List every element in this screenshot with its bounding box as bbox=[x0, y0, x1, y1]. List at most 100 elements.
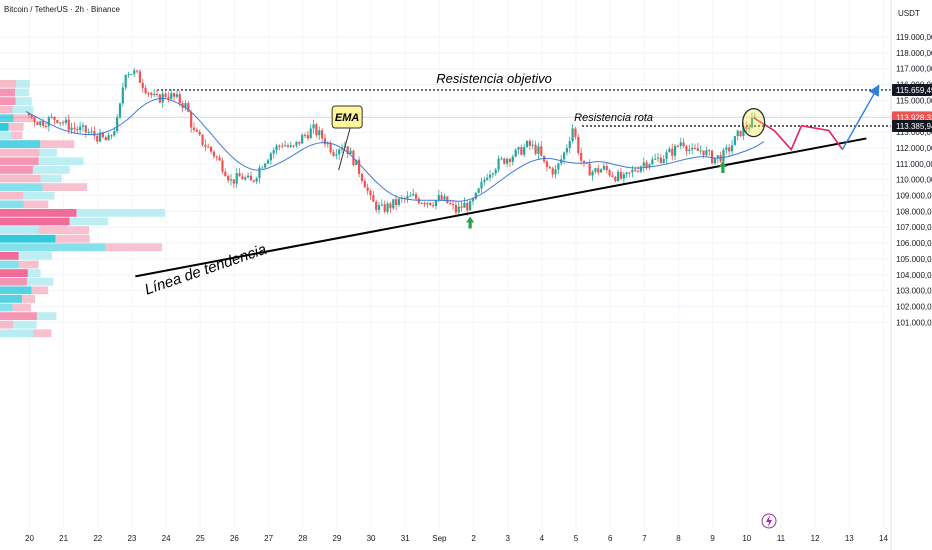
candle-body[interactable] bbox=[471, 198, 475, 202]
candle-body[interactable] bbox=[588, 163, 591, 176]
candle-body[interactable] bbox=[474, 192, 477, 199]
candle-body[interactable] bbox=[298, 141, 301, 144]
candle-body[interactable] bbox=[93, 131, 96, 136]
candle-body[interactable] bbox=[224, 171, 227, 177]
candle-body[interactable] bbox=[380, 204, 383, 206]
candle-body[interactable] bbox=[605, 165, 608, 171]
candle-body[interactable] bbox=[187, 103, 190, 112]
candle-body[interactable] bbox=[323, 138, 327, 145]
candle-body[interactable] bbox=[198, 131, 201, 135]
candle-body[interactable] bbox=[264, 163, 267, 168]
candle-body[interactable] bbox=[491, 173, 494, 175]
candle-body[interactable] bbox=[417, 198, 420, 204]
candle-body[interactable] bbox=[568, 141, 571, 149]
candle-body[interactable] bbox=[70, 127, 73, 131]
candle-body[interactable] bbox=[218, 157, 221, 161]
candle-body[interactable] bbox=[61, 122, 65, 124]
candle-body[interactable] bbox=[53, 116, 56, 121]
candle-body[interactable] bbox=[414, 194, 418, 199]
candle-body[interactable] bbox=[742, 126, 745, 137]
candle-body[interactable] bbox=[227, 176, 230, 181]
candle-body[interactable] bbox=[662, 159, 665, 163]
candle-body[interactable] bbox=[420, 202, 423, 204]
candle-body[interactable] bbox=[386, 203, 389, 212]
candle-body[interactable] bbox=[79, 126, 82, 131]
candle-body[interactable] bbox=[27, 113, 30, 116]
candle-body[interactable] bbox=[269, 153, 272, 161]
trend-line[interactable] bbox=[135, 137, 867, 278]
candle-body[interactable] bbox=[562, 152, 566, 160]
candle-body[interactable] bbox=[395, 199, 398, 205]
candle-body[interactable] bbox=[130, 74, 133, 76]
candle-body[interactable] bbox=[631, 169, 634, 173]
candle-body[interactable] bbox=[654, 158, 657, 160]
candle-body[interactable] bbox=[597, 168, 600, 173]
candle-body[interactable] bbox=[116, 117, 119, 132]
candle-body[interactable] bbox=[144, 87, 147, 93]
candle-body[interactable] bbox=[175, 94, 179, 97]
candle-body[interactable] bbox=[303, 135, 307, 137]
candle-body[interactable] bbox=[178, 94, 181, 104]
candle-body[interactable] bbox=[81, 125, 85, 127]
candle-body[interactable] bbox=[457, 206, 460, 213]
candle-body[interactable] bbox=[739, 130, 742, 137]
candle-body[interactable] bbox=[375, 201, 378, 210]
candle-body[interactable] bbox=[369, 190, 372, 196]
candle-body[interactable] bbox=[691, 147, 694, 150]
candle-body[interactable] bbox=[329, 143, 332, 153]
candle-body[interactable] bbox=[192, 127, 196, 130]
candle-body[interactable] bbox=[249, 175, 253, 181]
candle-body[interactable] bbox=[59, 122, 62, 124]
candle-body[interactable] bbox=[360, 173, 364, 181]
candle-body[interactable] bbox=[195, 129, 198, 132]
candle-body[interactable] bbox=[238, 173, 241, 177]
candle-body[interactable] bbox=[96, 135, 99, 142]
candle-body[interactable] bbox=[184, 103, 187, 108]
candle-body[interactable] bbox=[363, 180, 366, 188]
candle-body[interactable] bbox=[110, 135, 113, 137]
candle-body[interactable] bbox=[104, 137, 107, 141]
candle-body[interactable] bbox=[153, 93, 156, 95]
candle-body[interactable] bbox=[84, 125, 87, 133]
time-scale[interactable]: 20 21 22 23 24 25 26 27 28 29 30 31 Sep 2 3 4 5 6 7 8 9 10 11 1… bbox=[25, 534, 888, 543]
candle-body[interactable] bbox=[494, 169, 497, 174]
candle-body[interactable] bbox=[372, 195, 375, 202]
candle-body[interactable] bbox=[121, 87, 124, 104]
candle-body[interactable] bbox=[167, 96, 170, 99]
candle-body[interactable] bbox=[275, 145, 278, 151]
candle-body[interactable] bbox=[508, 158, 512, 162]
candle-body[interactable] bbox=[190, 111, 193, 128]
candle-body[interactable] bbox=[124, 75, 127, 88]
candle-body[interactable] bbox=[39, 121, 42, 126]
candle-body[interactable] bbox=[540, 146, 543, 156]
candle-body[interactable] bbox=[548, 166, 551, 169]
candle-body[interactable] bbox=[733, 136, 736, 146]
candle-body[interactable] bbox=[235, 173, 238, 184]
candle-body[interactable] bbox=[693, 147, 697, 149]
candle-body[interactable] bbox=[537, 146, 540, 154]
candle-body[interactable] bbox=[520, 147, 523, 155]
candle-body[interactable] bbox=[266, 160, 270, 164]
candle-body[interactable] bbox=[426, 202, 429, 205]
candle-body[interactable] bbox=[722, 149, 725, 162]
candle-body[interactable] bbox=[101, 132, 105, 138]
candle-body[interactable] bbox=[710, 150, 714, 164]
candle-body[interactable] bbox=[383, 204, 386, 212]
candle-body[interactable] bbox=[565, 148, 569, 153]
candle-body[interactable] bbox=[500, 158, 503, 160]
candle-body[interactable] bbox=[135, 70, 139, 72]
candle-body[interactable] bbox=[437, 195, 440, 201]
candle-body[interactable] bbox=[292, 145, 295, 147]
lightning-icon[interactable] bbox=[761, 513, 777, 529]
candle-body[interactable] bbox=[252, 180, 255, 182]
candle-body[interactable] bbox=[346, 146, 349, 155]
candle-body[interactable] bbox=[366, 187, 369, 191]
candle-body[interactable] bbox=[554, 169, 557, 175]
candle-body[interactable] bbox=[295, 141, 298, 146]
candle-body[interactable] bbox=[221, 160, 224, 172]
candle-body[interactable] bbox=[47, 117, 50, 127]
candle-body[interactable] bbox=[745, 126, 748, 129]
candle-body[interactable] bbox=[90, 131, 93, 133]
candle-body[interactable] bbox=[36, 122, 39, 126]
candle-body[interactable] bbox=[289, 145, 292, 147]
